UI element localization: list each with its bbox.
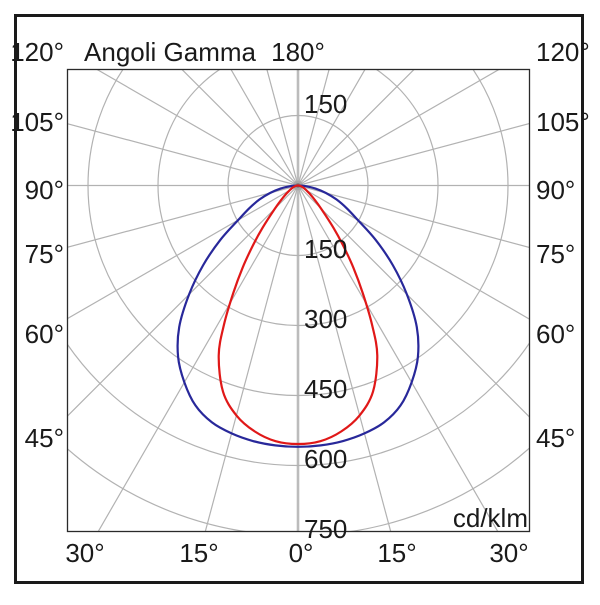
zenith-angle-label: 180° xyxy=(271,37,325,67)
gamma-label-bottom-30R: 30° xyxy=(489,538,528,568)
gamma-label-left-120: 120° xyxy=(10,37,64,67)
gamma-grid-line xyxy=(297,185,499,532)
gamma-grid-line xyxy=(67,184,299,248)
intensity-grid-circle xyxy=(227,114,369,257)
gamma-label-bottom-15R: 15° xyxy=(377,538,416,568)
gamma-grid-line xyxy=(297,69,366,186)
intensity-grid-circle xyxy=(67,447,530,532)
intensity-curves xyxy=(176,184,420,448)
gamma-grid-line xyxy=(297,184,530,249)
gamma-grid-line xyxy=(230,69,299,186)
gamma-label-right-45: 45° xyxy=(536,423,575,453)
chart-title: Angoli Gamma xyxy=(84,37,256,67)
gamma-grid-line xyxy=(67,184,299,320)
gamma-grid-line xyxy=(95,69,299,187)
gamma-label-bottom-0: 0° xyxy=(289,538,314,568)
intensity-label-450: 450 xyxy=(304,374,347,404)
intensity-grid-circle xyxy=(67,341,530,467)
gamma-label-right-105: 105° xyxy=(536,107,590,137)
gamma-grid-line xyxy=(297,185,530,418)
intensity-label-150-top: 150 xyxy=(304,89,347,119)
gamma-label-left-105: 105° xyxy=(10,107,64,137)
gamma-grid-line xyxy=(297,69,330,186)
gamma-label-right-75: 75° xyxy=(536,239,575,269)
gamma-label-right-60: 60° xyxy=(536,319,575,349)
curve-wide-distribution-blue xyxy=(176,184,420,448)
gamma-grid-line xyxy=(181,69,299,186)
gamma-grid-line xyxy=(297,122,530,187)
gamma-grid-line xyxy=(67,123,299,187)
gamma-grid-line xyxy=(297,184,530,320)
gamma-grid-line xyxy=(204,185,299,532)
outer-frame xyxy=(14,14,584,584)
gamma-label-bottom-30L: 30° xyxy=(65,538,104,568)
intensity-grid-circle xyxy=(157,69,439,327)
intensity-label-750: 750 xyxy=(304,514,347,544)
gamma-grid-line xyxy=(297,69,501,187)
gamma-label-right-90: 90° xyxy=(536,175,575,205)
curve-narrow-distribution-red xyxy=(217,184,379,446)
unit-label: cd/klm xyxy=(453,503,528,533)
gamma-label-left-45: 45° xyxy=(25,423,64,453)
gamma-grid-line xyxy=(297,185,392,532)
gamma-label-left-90: 90° xyxy=(25,175,64,205)
gamma-label-right-120: 120° xyxy=(536,37,590,67)
gamma-label-left-60: 60° xyxy=(25,319,64,349)
intensity-label-600: 600 xyxy=(304,444,347,474)
gamma-label-bottom-15L: 15° xyxy=(179,538,218,568)
gamma-label-left-75: 75° xyxy=(25,239,64,269)
intensity-label-150: 150 xyxy=(304,234,347,264)
gamma-grid-line xyxy=(266,69,299,186)
gamma-grid-line xyxy=(67,185,299,417)
plot-border xyxy=(66,68,531,533)
intensity-label-300: 300 xyxy=(304,304,347,334)
gamma-grid-line xyxy=(97,185,299,532)
intensity-grid-circle xyxy=(87,69,509,397)
gamma-grid-line xyxy=(297,69,415,186)
